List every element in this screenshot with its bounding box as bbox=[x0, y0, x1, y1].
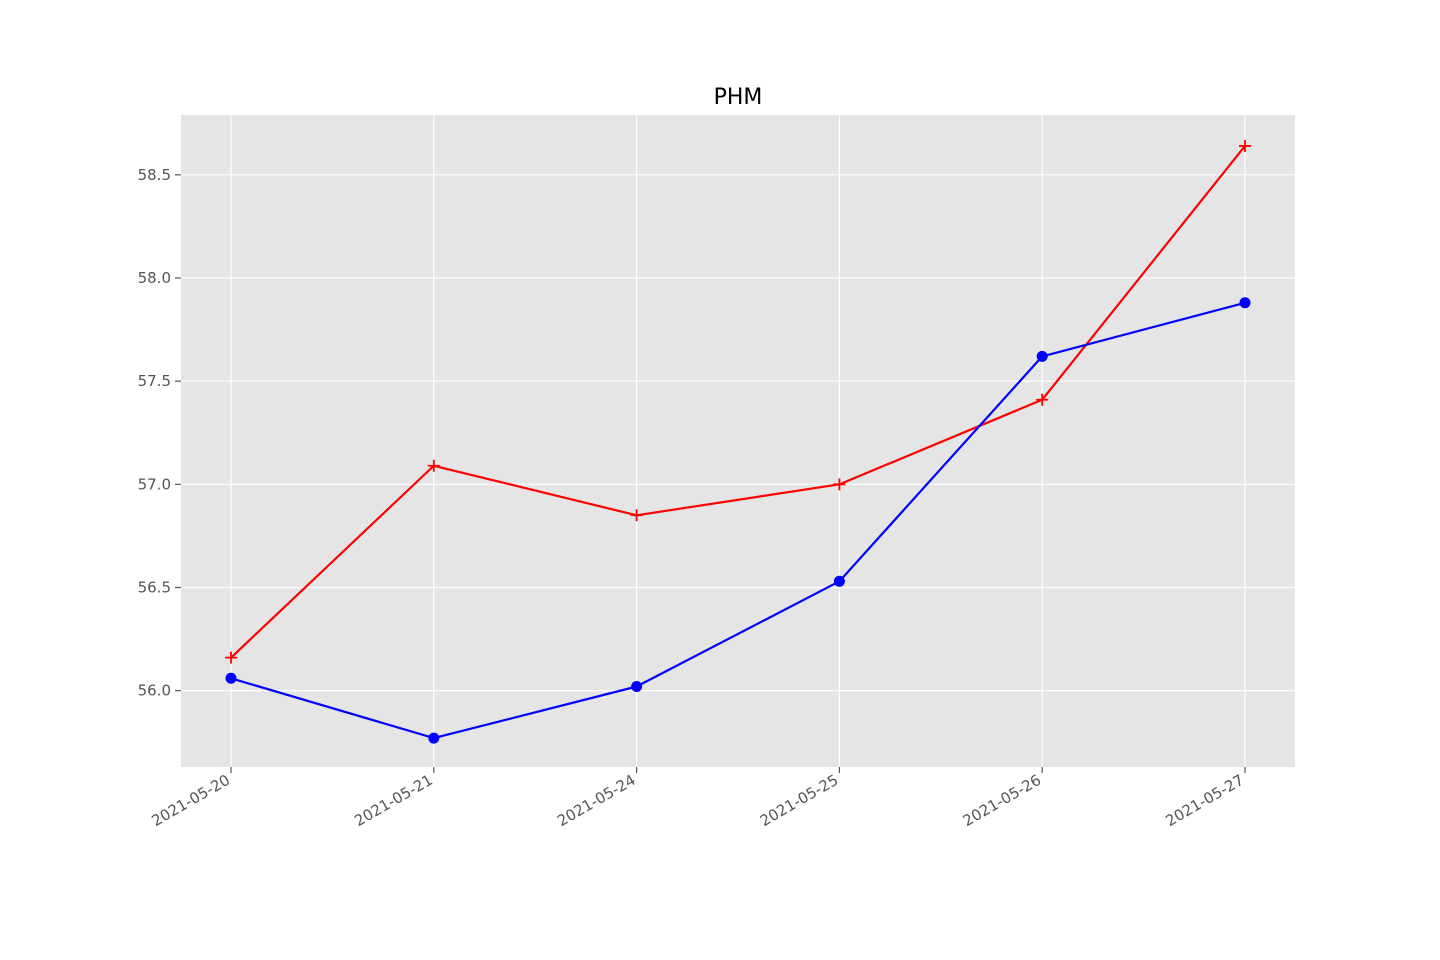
y-tick-label: 58.5 bbox=[138, 166, 171, 184]
y-tick-label: 57.5 bbox=[138, 372, 171, 390]
grid-lines bbox=[181, 115, 1295, 767]
plot-area bbox=[181, 115, 1295, 767]
x-tick-label: 2021-05-20 bbox=[148, 771, 233, 830]
x-axis: 2021-05-20 2021-05-21 2021-05-24 2021-05-25… bbox=[148, 767, 1247, 830]
series-line bbox=[230, 301, 1246, 740]
data-point bbox=[225, 651, 237, 664]
series-0 bbox=[225, 139, 1251, 664]
data-point bbox=[1239, 139, 1251, 152]
chart-title: PHM bbox=[714, 85, 763, 110]
data-point bbox=[1036, 350, 1048, 362]
y-tick-label: 57.0 bbox=[138, 475, 171, 493]
data-point bbox=[833, 575, 845, 587]
x-tick-label: 2021-05-27 bbox=[1162, 771, 1247, 830]
series-line bbox=[230, 145, 1246, 659]
data-point bbox=[1239, 297, 1251, 309]
data-point bbox=[428, 732, 440, 744]
x-tick-label: 2021-05-25 bbox=[757, 771, 842, 830]
y-axis: 56.0 56.5 57.0 57.5 58.0 58.5 bbox=[138, 166, 181, 700]
data-point bbox=[225, 672, 237, 684]
data-point bbox=[427, 459, 440, 472]
data-point bbox=[833, 478, 846, 491]
data-point bbox=[1036, 393, 1049, 406]
series-1 bbox=[225, 297, 1251, 744]
data-point bbox=[630, 509, 643, 522]
y-tick-label: 56.0 bbox=[138, 682, 171, 700]
y-tick-label: 58.0 bbox=[138, 269, 171, 287]
x-tick-label: 2021-05-24 bbox=[554, 771, 639, 830]
x-tick-label: 2021-05-21 bbox=[351, 771, 436, 830]
y-tick-label: 56.5 bbox=[138, 578, 171, 596]
series-layer bbox=[225, 139, 1251, 744]
data-point bbox=[631, 681, 643, 693]
x-tick-label: 2021-05-26 bbox=[960, 771, 1045, 830]
